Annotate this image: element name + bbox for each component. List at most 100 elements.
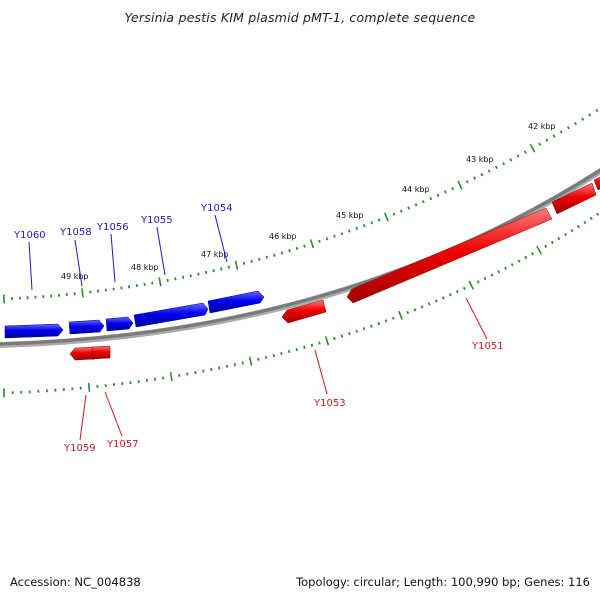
inner-ruler-major-tick <box>248 356 253 366</box>
inner-ruler-minor-tick <box>355 329 359 333</box>
gene-arrow-y1058[interactable] <box>68 319 105 335</box>
inner-ruler-major-tick <box>468 280 474 290</box>
inner-ruler-minor-tick <box>287 349 291 354</box>
outer-ruler-minor-tick <box>487 169 491 173</box>
outer-ruler-minor-tick <box>325 237 329 241</box>
inner-ruler-minor-tick <box>340 334 344 338</box>
leader-y1058 <box>74 239 83 287</box>
outer-ruler-minor-tick <box>421 200 425 204</box>
inner-ruler-minor-tick <box>524 255 528 260</box>
outer-ruler-minor-tick <box>480 172 484 177</box>
outer-ruler-major-tick <box>384 212 389 222</box>
leader-y1060 <box>28 241 33 291</box>
inner-ruler-minor-tick <box>583 220 587 225</box>
gene-arrow-y1053[interactable] <box>281 299 327 324</box>
outer-ruler-minor-tick <box>295 246 299 251</box>
inner-ruler-minor-tick <box>194 371 197 375</box>
forward-strand-genes <box>4 290 265 339</box>
outer-ruler-major-tick <box>309 239 315 249</box>
gene-arrow-y1056[interactable] <box>105 316 134 332</box>
accession-text: Accession: NC_004838 <box>10 575 141 589</box>
inner-ruler-minor-tick <box>162 376 165 380</box>
outer-ruler-minor-tick <box>516 154 520 158</box>
gene-arrow-y1057[interactable] <box>91 345 111 360</box>
gene-label-y1054[interactable]: Y1054 <box>200 203 233 214</box>
outer-ruler-major-tick <box>234 260 239 270</box>
inner-ruler-minor-tick <box>557 236 561 241</box>
inner-ruler-minor-tick <box>210 368 213 372</box>
gene-arrow-y1059[interactable] <box>69 346 96 361</box>
outer-ruler-minor-tick <box>588 113 592 117</box>
gene-label-y1053[interactable]: Y1053 <box>313 398 346 409</box>
outer-ruler-minor-tick <box>220 267 223 271</box>
outer-ruler-minor-tick <box>566 126 570 130</box>
inner-ruler-minor-tick <box>530 252 534 256</box>
outer-ruler-major-tick <box>457 180 463 190</box>
inner-ruler-minor-tick <box>462 286 466 291</box>
outer-ruler-minor-tick <box>552 134 556 138</box>
gene-labels: Y1060 Y1058 Y1056 Y1055 Y1054 Y1051 Y105… <box>13 203 504 454</box>
inner-ruler-minor-tick <box>362 327 366 331</box>
inner-ruler-minor-tick <box>218 366 221 370</box>
inner-ruler-minor-tick <box>550 240 554 245</box>
inner-ruler-minor-tick <box>295 347 298 352</box>
gene-label-y1059[interactable]: Y1059 <box>63 443 96 454</box>
outer-ruler-minor-tick <box>370 221 374 225</box>
tick-label-43kbp: 43 kbp <box>466 155 494 164</box>
inner-ruler-minor-tick <box>272 354 275 358</box>
inner-ruler-major-tick <box>324 336 330 346</box>
gene-label-y1057[interactable]: Y1057 <box>106 439 139 450</box>
inner-ruler-ticks <box>3 212 600 398</box>
outer-ruler-minor-tick <box>135 284 138 288</box>
gene-arrow-y1051[interactable] <box>346 207 553 304</box>
outer-ruler-ticks <box>3 108 599 304</box>
outer-ruler-minor-tick <box>502 161 506 166</box>
outer-ruler-minor-tick <box>318 239 321 243</box>
inner-ruler-minor-tick <box>233 363 237 367</box>
outer-ruler-minor-tick <box>392 212 396 216</box>
inner-ruler-minor-tick <box>377 321 381 326</box>
outer-ruler-minor-tick <box>538 142 542 146</box>
gene-label-y1051[interactable]: Y1051 <box>471 341 504 352</box>
inner-ruler-minor-tick <box>589 216 593 221</box>
outer-ruler-minor-tick <box>340 232 344 236</box>
tick-label-44kbp: 44 kbp <box>402 185 430 194</box>
inner-ruler-minor-tick <box>576 224 580 229</box>
inner-ruler-minor-tick <box>570 228 574 233</box>
label-leaders <box>28 214 488 441</box>
inner-ruler-minor-tick <box>420 305 424 309</box>
outer-ruler-major-tick <box>158 277 162 287</box>
gene-label-y1060[interactable]: Y1060 <box>13 230 46 241</box>
inner-ruler-minor-tick <box>280 351 283 356</box>
outer-ruler-minor-tick <box>174 277 177 281</box>
outer-ruler-minor-tick <box>288 249 291 253</box>
inner-ruler-minor-tick <box>434 299 438 303</box>
gene-arrow-y1055[interactable] <box>133 302 209 328</box>
inner-ruler-minor-tick <box>348 332 351 336</box>
leader-y1054 <box>214 214 228 263</box>
outer-ruler-minor-tick <box>494 165 498 170</box>
leader-y1051 <box>465 297 488 340</box>
outer-ruler-minor-tick <box>197 272 200 276</box>
outer-ruler-minor-tick <box>414 203 418 207</box>
outer-ruler-minor-tick <box>451 186 455 191</box>
gene-label-y1056[interactable]: Y1056 <box>96 222 129 233</box>
gene-arrow-y1054[interactable] <box>207 290 265 314</box>
outer-ruler-minor-tick <box>212 269 215 273</box>
outer-ruler-minor-tick <box>280 251 284 255</box>
inner-ruler-minor-tick <box>504 266 507 270</box>
inner-ruler-minor-tick <box>596 212 600 216</box>
tick-label-49kbp: 49 kbp <box>61 272 89 281</box>
leader-y1059 <box>79 394 87 441</box>
outer-ruler-minor-tick <box>189 274 192 278</box>
gene-label-y1055[interactable]: Y1055 <box>140 215 173 226</box>
gene-arrow-y1060[interactable] <box>4 323 64 339</box>
gene-label-y1058[interactable]: Y1058 <box>59 227 92 238</box>
outer-ruler-minor-tick <box>181 275 185 279</box>
inner-ruler-major-tick <box>87 382 91 392</box>
outer-ruler-minor-tick <box>273 253 276 257</box>
outer-ruler-minor-tick <box>436 193 440 197</box>
gene-arrow-y1049-partial[interactable] <box>551 182 597 215</box>
gene-arrow-partial-edge[interactable] <box>593 175 600 191</box>
